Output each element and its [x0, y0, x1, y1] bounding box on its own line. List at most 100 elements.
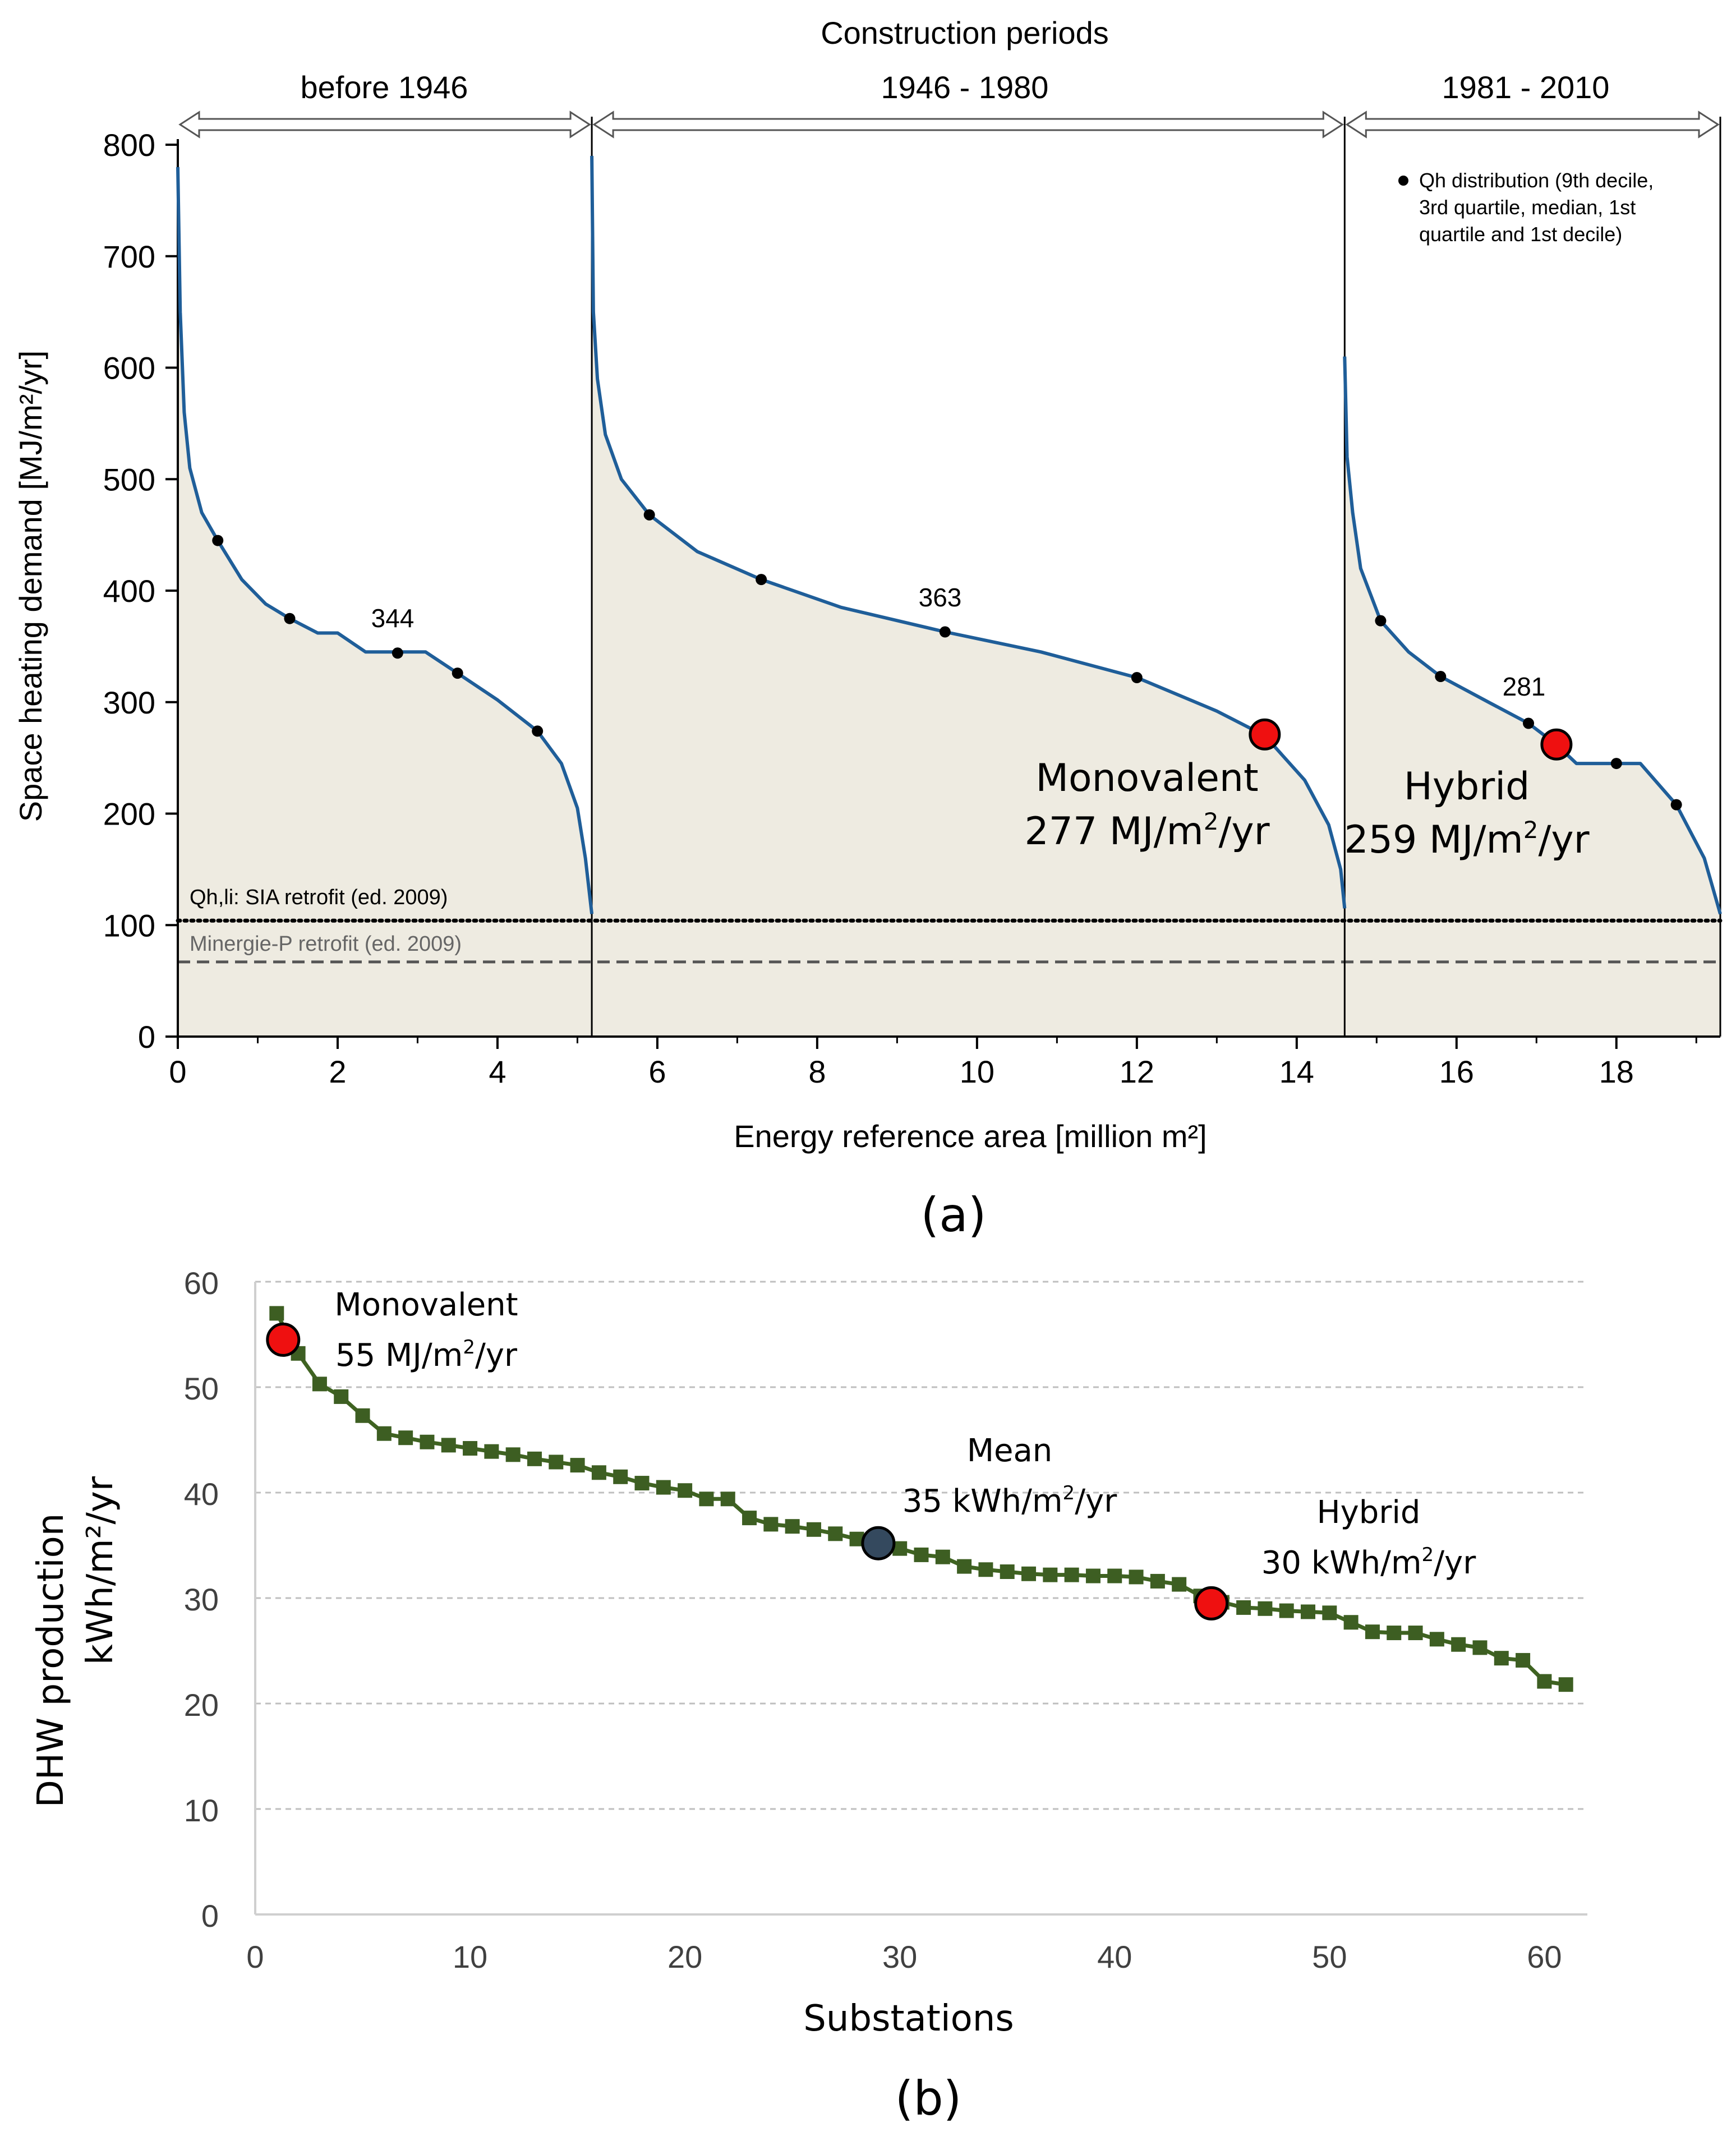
- x-tick-label-0: 0: [169, 1054, 186, 1089]
- series-marker-46: [1236, 1600, 1251, 1615]
- highlight-label-hybrid: Hybrid: [1317, 1494, 1421, 1531]
- series-marker-52: [1365, 1624, 1380, 1640]
- series-marker-9: [441, 1438, 456, 1453]
- area-fill-2: [592, 155, 1345, 1037]
- series-marker-24: [763, 1517, 779, 1532]
- y-axis-label: Space heating demand [MJ/m²/yr]: [13, 351, 48, 822]
- period-label-2: 1946 - 1980: [881, 70, 1049, 105]
- highlight-value-mean-suffix: /yr: [1075, 1483, 1117, 1520]
- y-tick-label-500: 500: [103, 462, 155, 497]
- y-tick-label-200: 200: [103, 797, 155, 832]
- y-tick-label-b-10: 10: [184, 1793, 219, 1828]
- series-marker-55: [1429, 1632, 1444, 1647]
- series-marker-33: [957, 1559, 972, 1574]
- monovalent-label: Monovalent: [1035, 756, 1258, 800]
- x-tick-label-b-30: 30: [882, 1939, 917, 1974]
- x-tick-label-10: 10: [960, 1054, 994, 1089]
- period-arrows: [178, 111, 1720, 139]
- median-label-1: 344: [371, 604, 415, 633]
- series-marker-21: [699, 1491, 714, 1507]
- highlight-value-monovalent-prefix: 55 MJ/m: [335, 1337, 463, 1374]
- x-tick-label-14: 14: [1279, 1054, 1314, 1089]
- hybrid-value-prefix: 259 MJ/m: [1344, 818, 1523, 862]
- highlight-value-monovalent-suffix: /yr: [475, 1337, 518, 1374]
- x-tick-label-16: 16: [1439, 1054, 1474, 1089]
- series-marker-20: [678, 1483, 693, 1498]
- series-marker-25: [785, 1519, 800, 1534]
- chart-title: Construction periods: [821, 15, 1109, 50]
- series-marker-61: [1558, 1677, 1573, 1692]
- x-tick-label-12: 12: [1120, 1054, 1154, 1089]
- highlight-points: [1249, 718, 1573, 761]
- x-tick-label-b-0: 0: [246, 1939, 264, 1974]
- panel-a-space-heating-chart: 0 100 200 300 400 500 600 700 800 0 2 4 6 8 10 12 14 16 18…: [13, 15, 1723, 1242]
- highlight-value-hybrid-sup: 2: [1422, 1544, 1434, 1566]
- highlight-value-hybrid-suffix: /yr: [1434, 1545, 1476, 1581]
- decile-point-1: [212, 535, 224, 546]
- highlight-value-hybrid: 30 kWh/m2/yr: [1261, 1544, 1476, 1581]
- x-tick-label-b-60: 60: [1527, 1939, 1562, 1974]
- series-marker-35: [1000, 1564, 1015, 1579]
- y-tick-label-800: 800: [103, 127, 155, 163]
- hybrid-label: Hybrid: [1404, 765, 1530, 809]
- panel-caption-a: (a): [920, 1187, 986, 1242]
- series-marker-54: [1408, 1626, 1423, 1641]
- highlight-value-mean-prefix: 35 kWh/m: [902, 1483, 1063, 1520]
- decile-point-5: [532, 725, 544, 737]
- y-tick-label-100: 100: [103, 908, 155, 943]
- series-line-2: [590, 155, 1347, 909]
- legend-text-2: 3rd quartile, median, 1st: [1419, 196, 1636, 219]
- decile-point-7: [756, 574, 767, 586]
- hybrid-value-sup: 2: [1523, 816, 1539, 844]
- highlight-point-b-3: [1194, 1586, 1229, 1621]
- monovalent-value-sup: 2: [1204, 808, 1219, 835]
- x-tick-label-4: 4: [489, 1054, 506, 1089]
- monovalent-value: 277 MJ/m2/yr: [1024, 808, 1269, 854]
- area-fill-3: [1344, 356, 1720, 1037]
- period-label-3: 1981 - 2010: [1442, 70, 1610, 105]
- highlight-value-mean: 35 kWh/m2/yr: [902, 1482, 1117, 1520]
- decile-point-9: [1131, 672, 1143, 684]
- series-marker-34: [978, 1562, 993, 1577]
- x-tick-label-b-10: 10: [453, 1939, 487, 1974]
- x-tick-label-2: 2: [329, 1054, 346, 1089]
- legend-text-3: quartile and 1st decile): [1419, 223, 1622, 246]
- decile-point-13: [1523, 717, 1535, 729]
- y-tick-label-0: 0: [138, 1019, 155, 1055]
- highlight-value-monovalent: 55 MJ/m2/yr: [335, 1336, 518, 1374]
- highlight-point-b-2: [861, 1526, 896, 1560]
- monovalent-value-suffix: /yr: [1218, 809, 1269, 854]
- decile-point-6: [643, 509, 655, 521]
- y-tick-label-600: 600: [103, 351, 155, 386]
- x-tick-label-b-20: 20: [667, 1939, 702, 1974]
- series-marker-57: [1472, 1640, 1488, 1655]
- series-marker-18: [634, 1476, 650, 1491]
- series-marker-7: [398, 1430, 413, 1446]
- series-marker-6: [376, 1426, 392, 1441]
- axes: 0 10 20 30 40 50 60 0 10 20 30 40 50 60: [184, 1265, 1587, 1974]
- series-marker-5: [355, 1408, 370, 1423]
- y-tick-label-b-60: 60: [184, 1265, 219, 1301]
- series-marker-42: [1150, 1573, 1165, 1589]
- decile-point-12: [1435, 671, 1447, 683]
- x-axis-label: Energy reference area [million m²]: [734, 1118, 1207, 1154]
- series-marker-47: [1258, 1601, 1273, 1616]
- y-tick-label-b-50: 50: [184, 1371, 219, 1406]
- highlight-points: [266, 1322, 1229, 1621]
- highlight-point-b-1: [266, 1322, 301, 1357]
- y-tick-label-b-0: 0: [201, 1898, 219, 1934]
- decile-point-2: [284, 613, 296, 624]
- series-marker-59: [1516, 1652, 1531, 1668]
- series-marker-15: [570, 1458, 585, 1473]
- legend-marker: [1398, 176, 1408, 186]
- highlight-label-monovalent: Monovalent: [334, 1287, 518, 1323]
- series-marker-22: [720, 1491, 735, 1507]
- highlight-label-mean: Mean: [967, 1433, 1053, 1469]
- x-tick-label-b-40: 40: [1097, 1939, 1132, 1974]
- series-lines: [176, 155, 1722, 915]
- series-markers: [269, 1306, 1573, 1692]
- period-arrow-3: [1345, 111, 1720, 139]
- series-marker-43: [1172, 1577, 1187, 1592]
- x-tick-label-8: 8: [808, 1054, 826, 1089]
- series-marker-11: [484, 1444, 499, 1459]
